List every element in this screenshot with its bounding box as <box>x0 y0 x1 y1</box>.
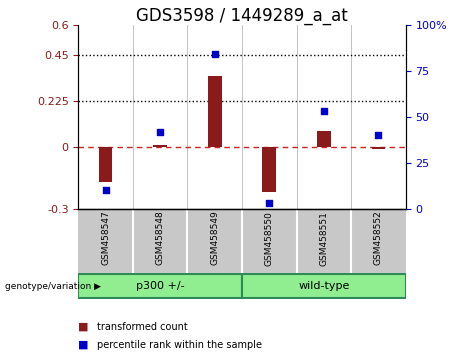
Point <box>375 132 382 138</box>
Point <box>211 51 219 57</box>
Point <box>320 108 327 114</box>
Bar <box>262 148 276 193</box>
Text: GSM458552: GSM458552 <box>374 211 383 266</box>
Bar <box>154 145 167 148</box>
Point <box>266 200 273 206</box>
Bar <box>78 274 242 298</box>
Text: genotype/variation ▶: genotype/variation ▶ <box>5 281 100 291</box>
Text: GSM458548: GSM458548 <box>156 211 165 266</box>
Point <box>102 188 109 193</box>
Text: transformed count: transformed count <box>97 322 188 332</box>
Text: GSM458551: GSM458551 <box>319 211 328 266</box>
Text: ■: ■ <box>78 322 89 332</box>
Text: p300 +/-: p300 +/- <box>136 281 184 291</box>
Point <box>157 129 164 134</box>
Text: percentile rank within the sample: percentile rank within the sample <box>97 339 262 350</box>
Text: GSM458547: GSM458547 <box>101 211 110 266</box>
Bar <box>99 148 112 182</box>
Text: ■: ■ <box>78 339 89 350</box>
Text: GSM458550: GSM458550 <box>265 211 274 266</box>
Text: wild-type: wild-type <box>298 281 349 291</box>
Bar <box>372 148 385 149</box>
Bar <box>208 76 222 148</box>
Bar <box>242 274 406 298</box>
Bar <box>317 131 331 148</box>
Text: GSM458549: GSM458549 <box>210 211 219 266</box>
Title: GDS3598 / 1449289_a_at: GDS3598 / 1449289_a_at <box>136 7 348 25</box>
